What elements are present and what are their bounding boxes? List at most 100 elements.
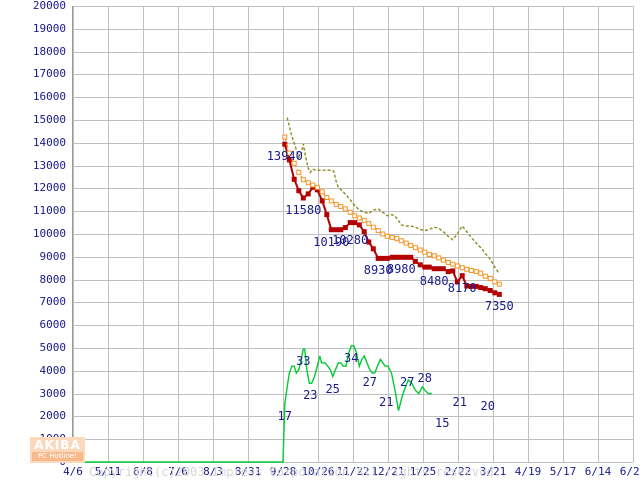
data-label: 7350 xyxy=(484,299,514,314)
data-label: 20 xyxy=(480,398,495,413)
series-marker-average-price xyxy=(440,257,446,263)
gridline-h xyxy=(73,462,633,463)
series-marker-lowest-price xyxy=(324,212,330,218)
series-marker-average-price xyxy=(314,184,320,190)
data-label: 8930 xyxy=(363,263,393,278)
y-tick-label: 8000 xyxy=(39,272,67,286)
y-axis-line xyxy=(72,6,73,463)
series-marker-average-price xyxy=(375,228,381,234)
series-marker-lowest-price xyxy=(361,229,367,235)
gridline-v xyxy=(248,6,249,462)
series-marker-average-price xyxy=(305,180,311,186)
data-label: 21 xyxy=(379,395,394,410)
series-marker-average-price xyxy=(431,253,437,259)
x-tick-label: 6/8 xyxy=(133,465,153,478)
series-marker-lowest-price xyxy=(473,283,479,289)
series-marker-lowest-price xyxy=(431,266,437,272)
y-tick-label: 10000 xyxy=(32,227,66,240)
x-tick-label: 12/21 xyxy=(371,465,405,478)
y-tick-label: 7000 xyxy=(39,295,67,309)
data-label: 28 xyxy=(417,371,432,386)
y-tick-label: 2000 xyxy=(39,409,67,423)
series-marker-lowest-price xyxy=(375,255,381,261)
gridline-v xyxy=(108,6,109,462)
series-marker-average-price xyxy=(454,263,460,269)
series-marker-lowest-price xyxy=(300,195,306,201)
data-label: 23 xyxy=(303,388,318,403)
data-label: 17 xyxy=(277,408,292,423)
series-marker-average-price xyxy=(370,224,376,230)
gridline-v xyxy=(633,6,634,462)
series-marker-lowest-price xyxy=(296,188,302,194)
series-marker-average-price xyxy=(459,265,465,271)
series-marker-lowest-price xyxy=(412,258,418,264)
series-marker-average-price xyxy=(426,252,432,257)
gridline-v xyxy=(178,6,179,462)
y-tick-label: 4000 xyxy=(39,363,67,377)
series-marker-lowest-price xyxy=(356,222,362,228)
series-marker-lowest-price xyxy=(454,279,460,285)
series-marker-lowest-price xyxy=(342,225,348,231)
series-marker-average-price xyxy=(319,189,325,195)
data-label: 11580 xyxy=(285,202,322,217)
data-label: 10190 xyxy=(313,234,350,249)
series-marker-lowest-price xyxy=(286,157,292,163)
x-tick-label: 2/22 xyxy=(444,465,472,478)
series-marker-average-price xyxy=(496,281,502,287)
series-marker-average-price xyxy=(389,234,395,240)
series-marker-lowest-price xyxy=(328,227,334,233)
series-marker-lowest-price xyxy=(482,286,488,292)
series-marker-average-price xyxy=(342,206,348,212)
y-tick-label: 16000 xyxy=(32,90,66,104)
data-label: 21 xyxy=(452,395,467,410)
series-marker-lowest-price xyxy=(445,269,451,275)
series-marker-average-price xyxy=(468,268,474,273)
y-tick-label: 18000 xyxy=(32,44,66,58)
series-marker-average-price xyxy=(282,134,288,140)
series-marker-average-price xyxy=(366,221,372,227)
series-marker-lowest-price xyxy=(347,220,353,226)
series-marker-lowest-price xyxy=(426,264,432,270)
x-tick-label: 5/11 xyxy=(94,465,122,478)
x-tick-label: 7/6 xyxy=(168,465,188,478)
series-marker-lowest-price xyxy=(389,254,395,260)
y-tick-label: 14000 xyxy=(32,135,66,149)
gridline-v xyxy=(563,6,564,462)
series-canvas xyxy=(73,117,502,463)
series-marker-lowest-price xyxy=(417,262,423,268)
gridline-v xyxy=(213,6,214,462)
x-tick-label: 10/26 xyxy=(301,465,335,478)
series-marker-average-price xyxy=(417,247,423,253)
y-tick-label: 20000 xyxy=(32,0,66,12)
series-marker-lowest-price xyxy=(305,191,311,197)
x-tick-label: 1/25 xyxy=(409,465,437,478)
data-label: 33 xyxy=(296,354,311,369)
y-tick-label: 11000 xyxy=(32,204,66,218)
data-label: 34 xyxy=(344,350,359,365)
series-marker-average-price xyxy=(473,269,479,275)
y-tick-label: 5000 xyxy=(39,341,67,354)
x-tick-label: 8/31 xyxy=(234,465,262,478)
y-tick-label: 6000 xyxy=(39,318,67,332)
x-tick-label: 11/22 xyxy=(336,465,370,478)
x-tick-label: 3/21 xyxy=(479,465,507,478)
plot-area xyxy=(73,6,634,463)
gridline-v xyxy=(283,6,284,462)
series-marker-average-price xyxy=(286,150,292,156)
y-tick-label: 19000 xyxy=(32,21,66,35)
series-marker-average-price xyxy=(478,270,484,276)
series-marker-lowest-price xyxy=(468,283,474,289)
x-tick-label: 6/14 xyxy=(584,465,612,478)
series-marker-lowest-price xyxy=(496,291,502,297)
gridline-v xyxy=(528,6,529,462)
series-marker-lowest-price xyxy=(370,246,376,252)
series-marker-average-price xyxy=(333,201,339,207)
series-marker-average-price xyxy=(445,260,451,265)
data-label: 25 xyxy=(325,381,340,396)
gridline-v xyxy=(493,6,494,462)
data-label: 8170 xyxy=(447,280,477,295)
series-marker-average-price xyxy=(310,182,316,188)
gridline-v xyxy=(143,6,144,462)
